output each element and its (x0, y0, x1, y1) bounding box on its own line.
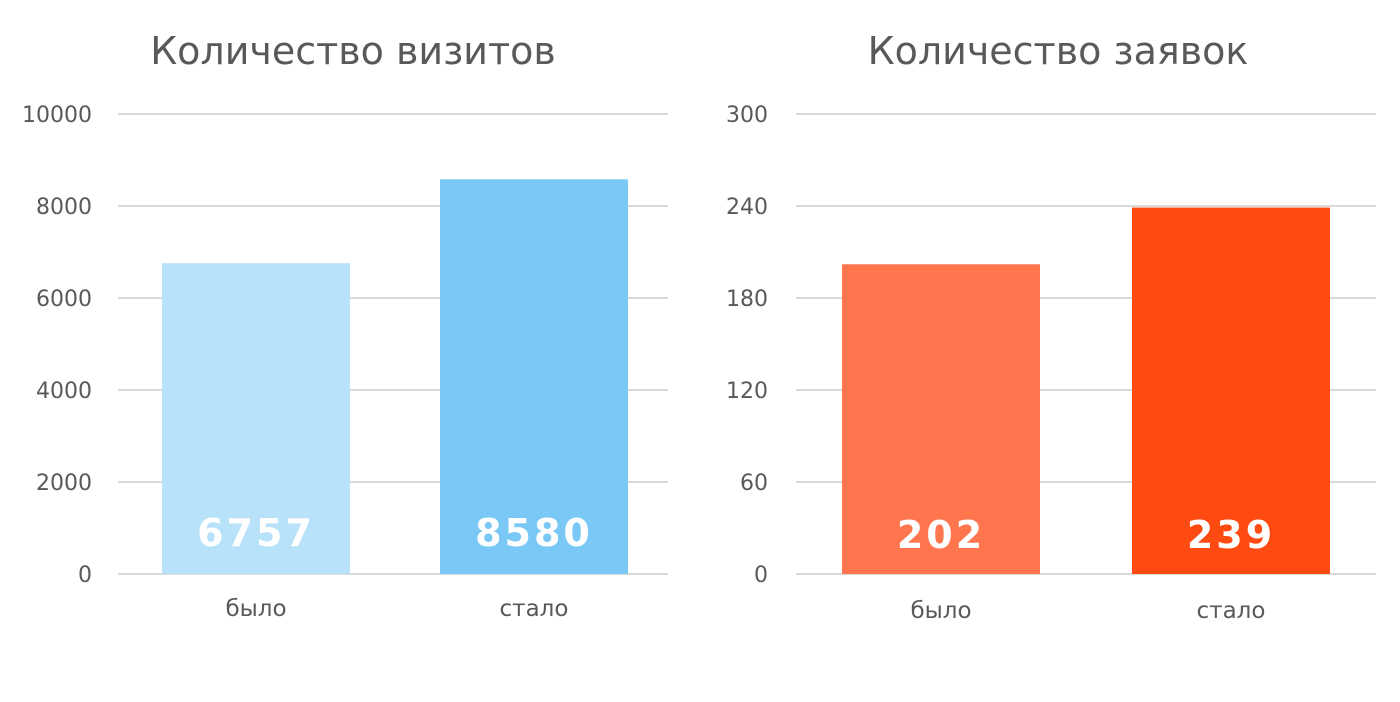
visits-data-label: 8580 (475, 511, 593, 555)
visits-y-tick-label: 4000 (36, 379, 92, 404)
requests-y-tick-label: 120 (726, 379, 768, 404)
requests-chart: Количество заявок 0 60 120 180 240 300 202 было 2… (726, 29, 1376, 624)
requests-category-label: было (910, 598, 971, 624)
visits-y-tick-label: 10000 (22, 103, 92, 128)
visits-y-tick-label: 0 (78, 563, 92, 588)
visits-y-tick-label: 6000 (36, 287, 92, 312)
visits-bar-after (440, 179, 628, 574)
requests-data-label: 239 (1187, 513, 1275, 557)
requests-y-tick-label: 180 (726, 287, 768, 312)
visits-category-label: стало (500, 596, 569, 622)
visits-chart: Количество визитов 0 2000 4000 6000 8000 10000… (22, 29, 668, 622)
requests-y-tick-label: 0 (754, 563, 768, 588)
visits-bar-before (162, 263, 350, 574)
visits-chart-title: Количество визитов (150, 29, 556, 73)
requests-category-label: стало (1197, 598, 1266, 624)
requests-data-label: 202 (897, 513, 985, 557)
visits-category-label: было (225, 596, 286, 622)
visits-y-tick-label: 2000 (36, 471, 92, 496)
visits-y-tick-label: 8000 (36, 195, 92, 220)
requests-bar-after (1132, 207, 1330, 575)
requests-y-tick-label: 300 (726, 103, 768, 128)
requests-y-tick-label: 60 (740, 471, 768, 496)
requests-bar-before (842, 264, 1040, 574)
requests-y-tick-label: 240 (726, 195, 768, 220)
visits-data-label: 6757 (197, 511, 315, 555)
requests-chart-title: Количество заявок (868, 29, 1249, 73)
